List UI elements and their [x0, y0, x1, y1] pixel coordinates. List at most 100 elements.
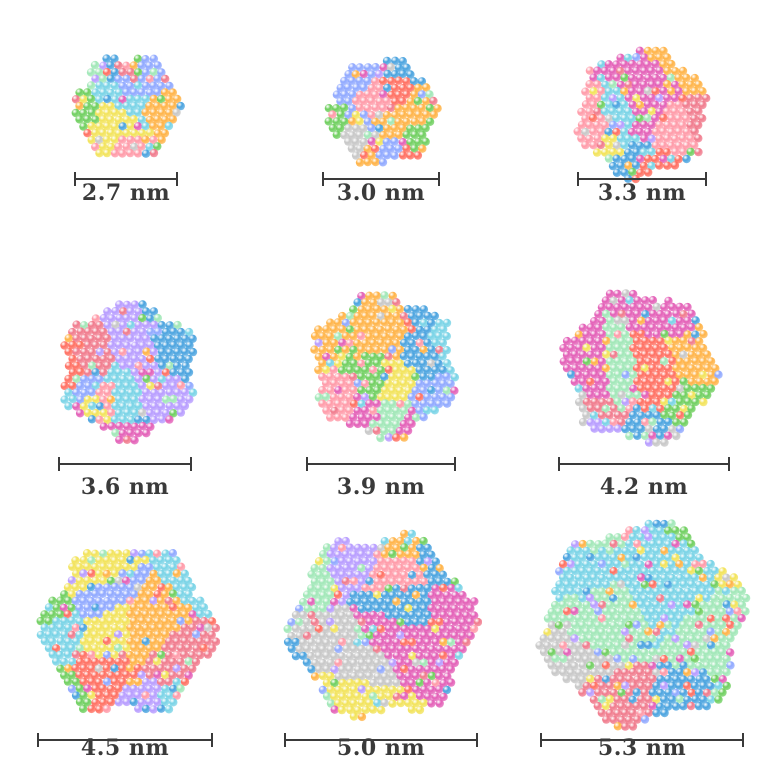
atom-sphere [60, 341, 69, 350]
atom-sphere [555, 661, 564, 670]
atom-sphere [575, 343, 584, 352]
atom-sphere [394, 76, 403, 85]
atom-sphere [315, 611, 324, 620]
atom-sphere [83, 643, 92, 653]
atom-sphere [172, 650, 181, 660]
atom-sphere [617, 593, 626, 602]
atom-sphere [402, 117, 411, 127]
atom-sphere [574, 560, 583, 569]
atom-sphere [79, 623, 88, 633]
atom-sphere [644, 546, 653, 555]
atom-sphere [134, 677, 143, 687]
atom-sphere [390, 70, 400, 79]
atom-sphere [375, 151, 384, 160]
atom-sphere [698, 614, 708, 623]
atom-sphere [411, 305, 421, 314]
atom-sphere [617, 418, 626, 427]
scale-bar [284, 733, 478, 747]
atom-sphere [707, 641, 716, 650]
atom-sphere [52, 644, 61, 653]
atom-sphere [169, 368, 178, 377]
atom-sphere [91, 142, 100, 152]
atom-sphere [130, 142, 139, 152]
atom-sphere [341, 577, 350, 586]
atom-sphere [641, 390, 650, 400]
atom-sphere [691, 370, 700, 380]
atom-sphere [613, 370, 623, 379]
atom-sphere [613, 357, 622, 366]
atom-sphere [687, 688, 696, 698]
atom-sphere [68, 368, 78, 377]
atom-sphere [698, 100, 707, 110]
atom-sphere [126, 94, 135, 104]
atom-sphere [44, 603, 54, 612]
atom-sphere [388, 304, 397, 314]
atom-sphere [648, 593, 657, 603]
atom-sphere [92, 395, 101, 404]
atom-sphere [161, 368, 171, 377]
atom-sphere [95, 637, 104, 646]
atom-sphere [408, 624, 417, 633]
atom-sphere [612, 154, 621, 163]
atom-sphere [551, 654, 560, 663]
atom-sphere [134, 334, 143, 343]
atom-sphere [695, 594, 704, 603]
atom-sphere [345, 652, 355, 661]
atom-sphere [392, 379, 401, 389]
atom-sphere [659, 533, 669, 542]
atom-sphere [322, 543, 332, 552]
atom-sphere [539, 634, 548, 643]
atom-sphere [72, 374, 81, 384]
atom-sphere [353, 419, 363, 429]
atom-sphere [625, 336, 634, 346]
atom-sphere [644, 681, 654, 691]
atom-sphere [149, 54, 159, 63]
atom-sphere [346, 692, 355, 701]
atom-sphere [663, 675, 673, 684]
atom-sphere [567, 343, 576, 353]
atom-sphere [180, 650, 189, 659]
atom-sphere [610, 390, 619, 399]
atom-sphere [543, 641, 552, 650]
atom-sphere [310, 577, 320, 586]
atom-sphere [188, 637, 197, 646]
atom-sphere [410, 90, 419, 99]
atom-sphere [137, 670, 146, 680]
atom-sphere [620, 60, 629, 69]
atom-sphere [353, 379, 363, 388]
atom-sphere [391, 339, 401, 348]
atom-sphere [631, 66, 641, 75]
atom-sphere [376, 624, 386, 634]
atom-sphere [102, 54, 111, 63]
atom-sphere [655, 120, 664, 130]
atom-sphere [648, 607, 657, 617]
atom-sphere [675, 371, 684, 380]
atom-sphere [349, 672, 359, 681]
atom-sphere [342, 658, 351, 668]
atom-sphere [570, 607, 579, 616]
atom-sphere [377, 611, 386, 620]
atom-sphere [411, 399, 420, 409]
atom-sphere [126, 388, 136, 397]
atom-sphere [295, 631, 304, 640]
atom-sphere [655, 539, 665, 548]
atom-sphere [666, 73, 675, 82]
nanoparticle-image [559, 289, 723, 447]
atom-sphere [608, 147, 618, 157]
atom-sphere [648, 404, 658, 413]
atom-sphere [403, 631, 413, 640]
atom-sphere [656, 661, 665, 671]
atom-sphere [594, 634, 603, 643]
atom-sphere [419, 386, 428, 395]
atom-sphere [98, 142, 108, 151]
atom-sphere [169, 327, 178, 336]
atom-sphere [106, 74, 116, 83]
atom-sphere [578, 688, 587, 697]
atom-sphere [137, 630, 147, 639]
atom-sphere [102, 68, 112, 77]
atom-sphere [675, 546, 684, 556]
atom-sphere [412, 604, 421, 613]
atom-sphere [442, 591, 452, 600]
atom-sphere [142, 402, 151, 411]
atom-sphere [164, 121, 174, 131]
